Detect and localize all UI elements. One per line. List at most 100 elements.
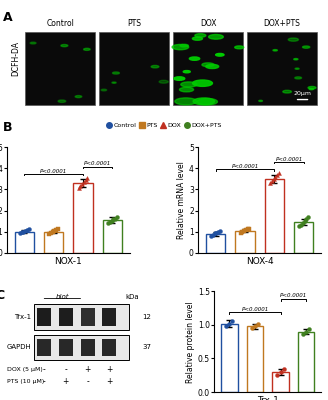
Point	[256, 320, 261, 327]
Point	[209, 233, 214, 239]
Text: -: -	[43, 365, 46, 374]
Point	[24, 227, 30, 233]
Text: +: +	[106, 378, 113, 386]
Text: GAPDH: GAPDH	[7, 344, 32, 350]
Point	[300, 220, 306, 226]
Point	[298, 222, 304, 228]
Circle shape	[172, 44, 189, 50]
Point	[85, 175, 90, 181]
Point	[21, 228, 26, 235]
Point	[275, 172, 280, 178]
X-axis label: Trx-1: Trx-1	[257, 396, 279, 400]
Point	[53, 227, 59, 233]
FancyBboxPatch shape	[34, 304, 130, 330]
Circle shape	[195, 34, 206, 37]
Circle shape	[283, 90, 292, 93]
Point	[26, 226, 31, 233]
Point	[210, 232, 215, 238]
Point	[214, 230, 219, 236]
Bar	[73, 183, 92, 252]
Circle shape	[175, 98, 197, 105]
Point	[22, 228, 28, 234]
FancyBboxPatch shape	[37, 339, 51, 356]
Point	[78, 183, 83, 190]
Text: PTS: PTS	[127, 19, 141, 28]
FancyBboxPatch shape	[102, 339, 116, 356]
Legend: Control, PTS, DOX, DOX+PTS: Control, PTS, DOX, DOX+PTS	[104, 120, 224, 131]
FancyBboxPatch shape	[81, 308, 94, 326]
Point	[276, 170, 281, 176]
Point	[109, 218, 114, 224]
Circle shape	[193, 98, 215, 105]
Bar	[103, 220, 122, 252]
X-axis label: NOX-1: NOX-1	[54, 257, 82, 266]
Text: P<0.0001: P<0.0001	[276, 157, 303, 162]
Point	[113, 215, 118, 222]
Point	[306, 214, 311, 220]
FancyBboxPatch shape	[34, 335, 130, 360]
Circle shape	[180, 44, 188, 47]
Circle shape	[193, 37, 202, 40]
Text: P<0.0001: P<0.0001	[84, 161, 111, 166]
Point	[245, 226, 250, 233]
Text: DOX+PTS: DOX+PTS	[264, 19, 300, 28]
Point	[275, 371, 280, 378]
Point	[252, 323, 257, 330]
Point	[273, 174, 278, 180]
X-axis label: NOX-4: NOX-4	[246, 257, 274, 266]
Point	[300, 330, 306, 337]
Point	[212, 230, 217, 236]
Point	[227, 320, 232, 327]
Point	[243, 227, 249, 233]
Point	[238, 230, 243, 236]
Circle shape	[101, 89, 107, 91]
Circle shape	[179, 87, 194, 92]
Text: DOX (5 μM): DOX (5 μM)	[7, 367, 42, 372]
Circle shape	[197, 98, 217, 105]
Text: -: -	[43, 378, 46, 386]
FancyBboxPatch shape	[37, 308, 51, 326]
Text: +: +	[84, 365, 91, 374]
Point	[215, 229, 221, 235]
Circle shape	[58, 100, 66, 102]
Circle shape	[181, 82, 197, 87]
Text: A: A	[3, 11, 13, 24]
Circle shape	[235, 46, 244, 49]
Bar	[15, 232, 34, 252]
Text: blot: blot	[56, 294, 69, 300]
Circle shape	[61, 44, 68, 47]
Point	[81, 179, 87, 185]
Circle shape	[183, 70, 190, 73]
Text: B: B	[3, 122, 13, 134]
Point	[52, 228, 57, 234]
Point	[278, 369, 283, 375]
Point	[76, 185, 81, 192]
Point	[114, 214, 119, 220]
FancyBboxPatch shape	[102, 308, 116, 326]
Circle shape	[159, 80, 168, 83]
Point	[55, 226, 61, 233]
Text: kDa: kDa	[126, 294, 139, 300]
Circle shape	[295, 77, 301, 79]
Circle shape	[193, 80, 213, 86]
Bar	[221, 324, 238, 392]
Circle shape	[75, 96, 82, 98]
Bar	[206, 234, 225, 252]
Circle shape	[295, 68, 299, 69]
Circle shape	[202, 63, 214, 67]
Point	[307, 326, 312, 332]
Point	[230, 318, 235, 324]
Text: Trx-1: Trx-1	[14, 314, 32, 320]
Point	[240, 228, 245, 235]
Text: P<0.0001: P<0.0001	[231, 164, 258, 169]
FancyBboxPatch shape	[59, 339, 73, 356]
Text: 12: 12	[142, 314, 151, 320]
FancyBboxPatch shape	[174, 32, 243, 104]
Point	[297, 223, 302, 230]
Circle shape	[209, 34, 223, 39]
Text: PTS (10 μM): PTS (10 μM)	[7, 380, 44, 384]
Text: -: -	[65, 365, 67, 374]
Text: 20μm: 20μm	[294, 91, 312, 96]
Text: C: C	[0, 289, 5, 302]
Y-axis label: Relative mRNA level: Relative mRNA level	[177, 161, 186, 239]
